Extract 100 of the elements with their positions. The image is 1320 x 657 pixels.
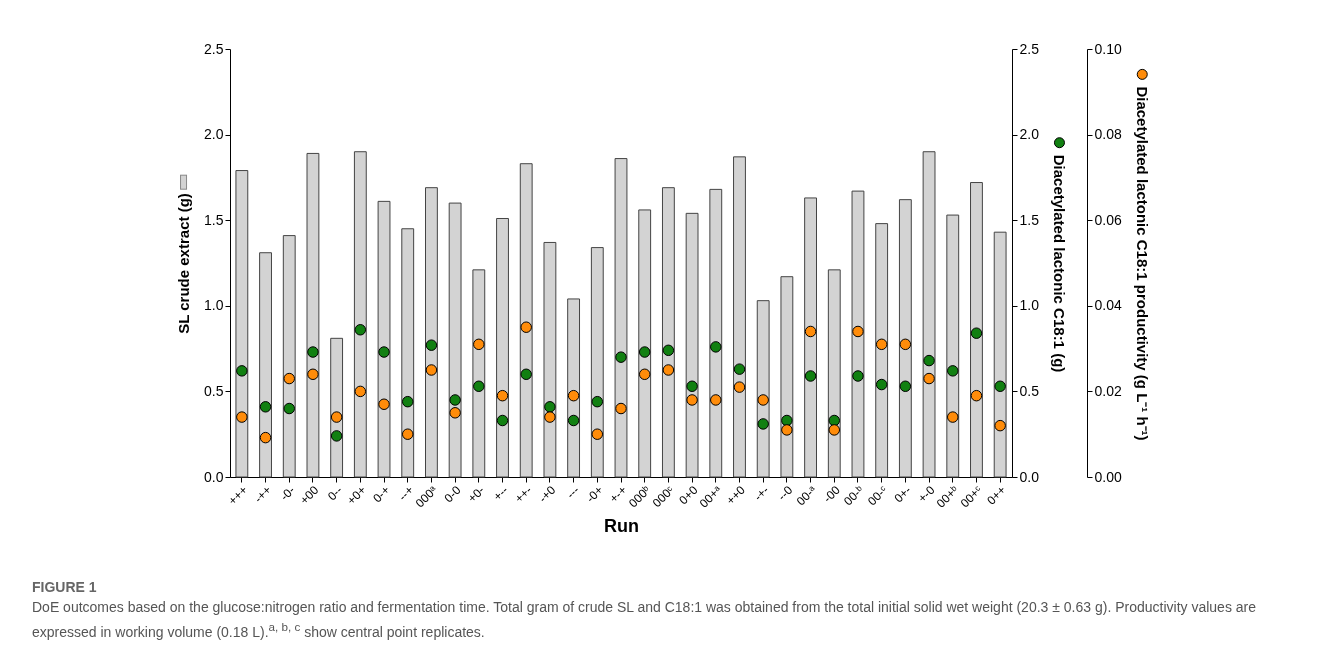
x-tick-label: 0-+ [370,483,393,506]
point [852,370,864,382]
bar [993,231,1007,478]
bar [590,247,604,478]
bar [472,269,486,478]
point [733,363,746,375]
x-tick-label: 0-0 [441,482,464,506]
point [307,368,319,381]
bar [875,223,889,478]
bar [425,187,438,478]
bar [448,202,462,478]
y-tick-label: 1.5 [204,211,224,228]
point [923,372,935,385]
bar [970,182,983,478]
y3-tick-label: 0.04 [1094,297,1122,314]
point [970,327,983,339]
point [638,368,651,381]
point [899,380,912,392]
x-tick-label: -0- [277,483,298,504]
point [496,414,509,427]
bar [804,197,817,478]
bar [614,158,628,478]
x-tick-label: 0+- [891,483,914,506]
x-tick-label: -00 [820,482,843,506]
x-tick-label: -++ [251,483,275,506]
point [378,346,390,358]
bar [661,187,675,478]
point [710,341,722,353]
y3-axis-title: Diacetylated lactonic C18:1 productivity (g L⁻¹ h⁻¹) [1133,86,1151,441]
x-tick-label: ++0 [723,482,749,508]
y-tick-label: 2.0 [204,126,224,143]
bar [235,170,249,478]
y2-tick-label: 0.0 [1019,468,1040,485]
point [615,351,627,363]
bar [496,217,509,478]
bar [922,151,936,478]
point [330,430,343,442]
point [757,394,769,406]
point [425,364,438,376]
text: DoE outcomes based on the glucose:nitrogen ratio and fermentation time. Total gram of crude SL and C18:1 was obtained from the total initial solid wet weight (20.3 ± 0.63 g). Productivity values are expressed in working volume (0.18 L).$^{a, b, c}$ show central point replicates. [32,598,1258,642]
y-axis-title: SL crude extract (g) [175,193,193,334]
point [638,346,651,358]
x-tick-label: -0+ [583,483,606,506]
point [852,325,864,338]
x-axis-title: Run [604,515,639,536]
point [923,354,935,367]
point [520,321,532,333]
y3-tick-label: 0.10 [1094,40,1122,57]
point [875,378,888,391]
y3-tick-label: 0.00 [1094,468,1122,485]
x-tick-label: ++- [512,483,535,506]
x-tick-label: -+- [751,483,772,504]
y3-tick-label: 0.08 [1094,126,1122,143]
point [591,395,604,408]
point [378,398,390,410]
point [686,380,698,392]
x-tick-label: 00-ᶜ [864,483,891,509]
point [994,380,1006,392]
bar [780,276,794,478]
y2-tick-label: 1.0 [1019,297,1040,314]
point [473,338,485,351]
x-tick-label: -+0 [535,482,559,506]
x-tick-label: 00-ᵃ [793,482,820,509]
point [733,381,746,393]
y-tick-label: 1.0 [204,297,224,314]
point [899,338,912,351]
point [710,394,722,406]
bar [756,300,770,478]
bar [519,163,533,478]
point [354,324,367,336]
point [401,428,414,440]
x-tick-label: 0+0 [676,482,701,508]
point [449,394,461,406]
bar [733,156,746,478]
point [686,394,698,406]
x-tick-label: --0 [775,482,796,504]
point [544,411,556,423]
point [662,364,675,376]
point [567,389,580,402]
point [354,385,367,398]
point [473,380,485,392]
point [259,401,272,413]
x-tick-label: +-0 [915,482,938,506]
point [804,325,817,338]
x-tick-label: 0++ [984,483,1009,508]
bar [638,209,652,478]
x-tick-label: 00-ᵇ [841,482,867,509]
bar [259,252,272,478]
bar [898,199,912,478]
bar [851,190,865,478]
x-tick-label: +-- [490,483,511,504]
point [425,339,438,351]
bar [377,200,391,478]
point [994,419,1006,432]
point [970,389,983,402]
point [804,370,817,382]
bar [543,241,557,478]
bar [827,269,841,478]
point [236,411,248,423]
bar [306,152,320,478]
